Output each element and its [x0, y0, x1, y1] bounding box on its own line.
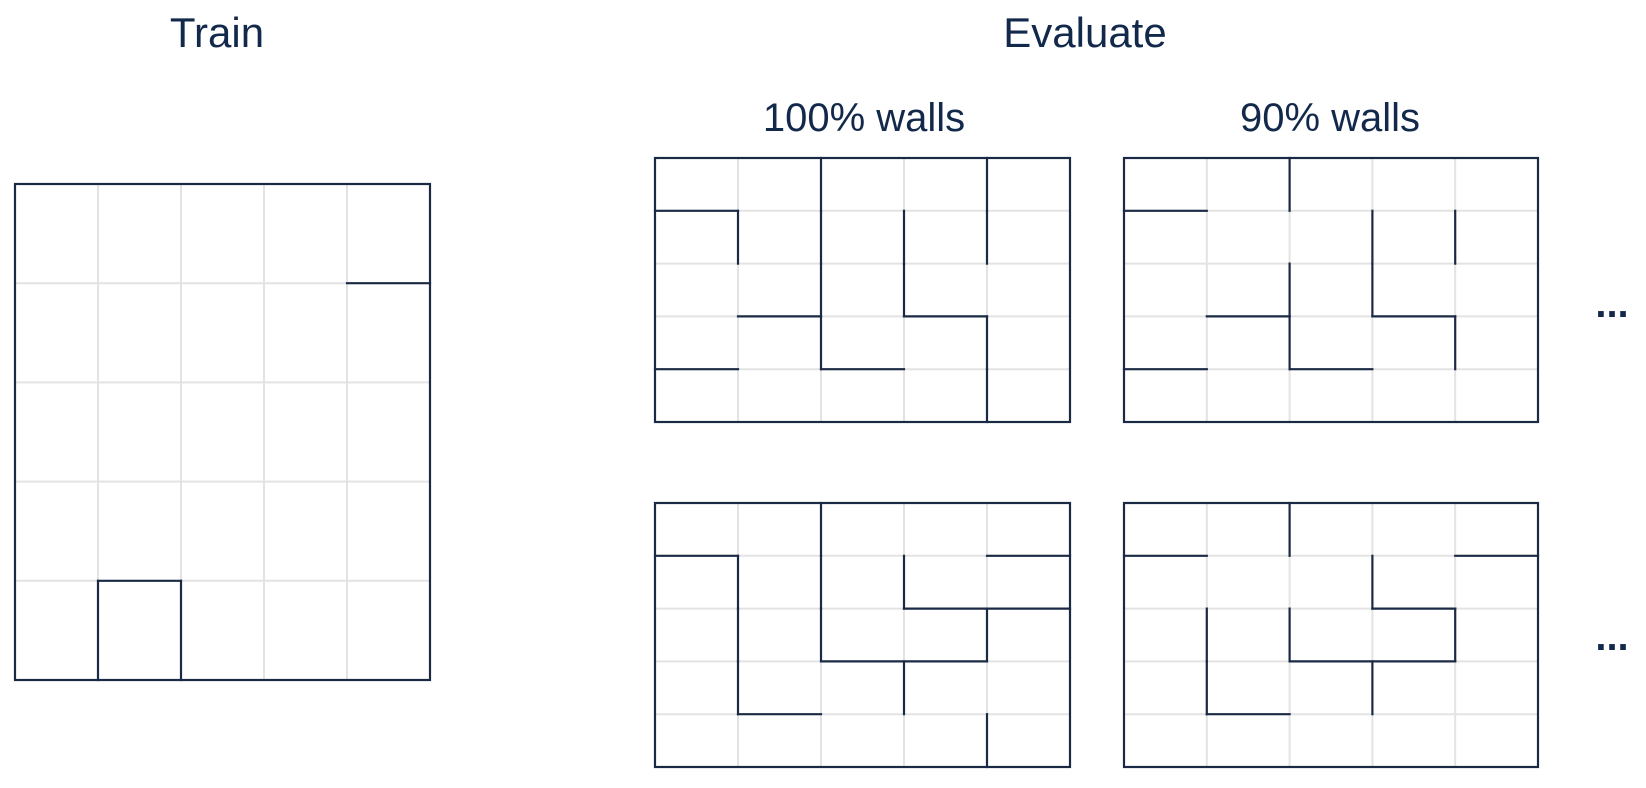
- maze-border: [1122, 156, 1540, 424]
- evaluate-title: Evaluate: [1003, 9, 1166, 56]
- train-title: Train: [170, 9, 264, 56]
- col-100-walls-title: 100% walls: [763, 96, 965, 140]
- train-maze: [13, 182, 432, 682]
- eval-100-bottom: [653, 501, 1072, 769]
- eval-100-top: [653, 156, 1072, 424]
- col-90-walls-title: 90% walls: [1240, 96, 1420, 140]
- mazes-group: [13, 156, 1540, 769]
- maze-border: [653, 156, 1072, 424]
- maze-border: [653, 501, 1072, 769]
- ellipsis-top: ...: [1595, 282, 1628, 326]
- maze-border: [1122, 501, 1540, 769]
- maze-border: [13, 182, 432, 682]
- ellipsis-bottom: ...: [1595, 615, 1628, 659]
- eval-90-bottom: [1122, 501, 1540, 769]
- eval-90-top: [1122, 156, 1540, 424]
